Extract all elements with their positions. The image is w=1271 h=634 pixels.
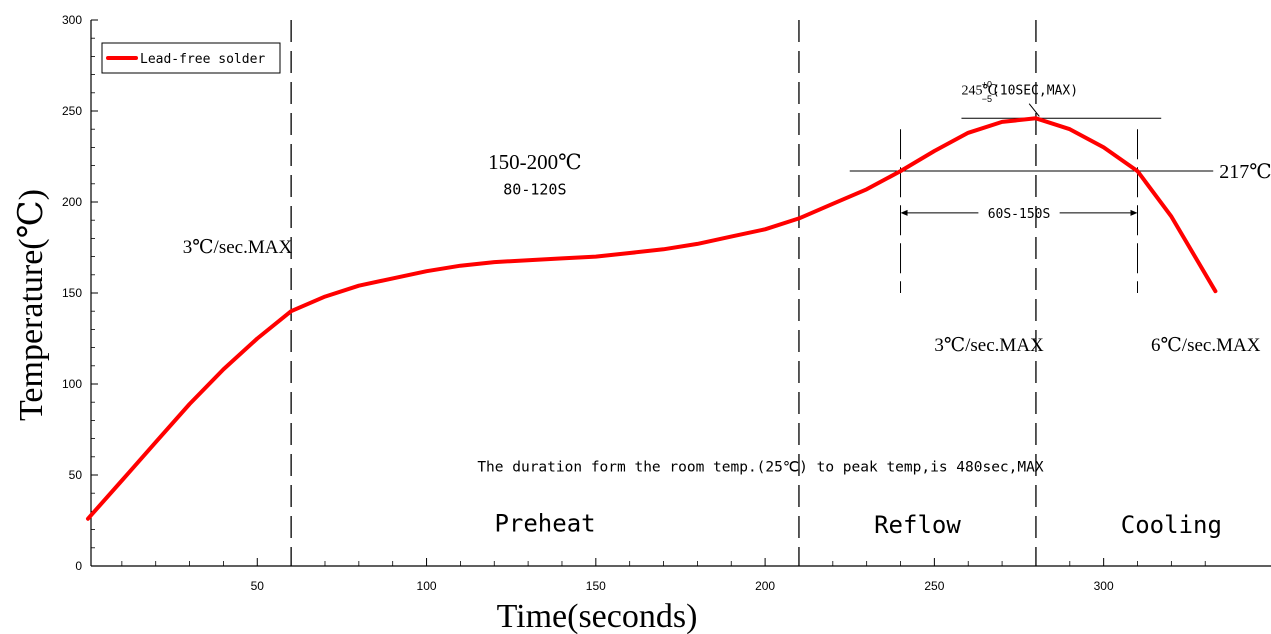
annotation-reflow-ramp: 3℃/sec.MAX: [934, 335, 1044, 356]
reference-lines: 217℃ 60S-150S: [849, 103, 1271, 293]
annotation-soak-temp: 150-200℃: [488, 150, 582, 174]
x-tick-label: 250: [924, 579, 944, 593]
reflow-window-arrowhead-right: [1130, 209, 1138, 216]
y-tick-label: 0: [75, 559, 82, 573]
x-tick-label: 100: [417, 579, 437, 593]
annotation-peak-sup: +0: [982, 79, 992, 89]
y-axis-label: Temperature(℃): [13, 189, 50, 421]
annotation-ramp-up: 3℃/sec.MAX: [183, 237, 293, 258]
x-tick-label: 50: [251, 579, 265, 593]
annotation-peak-tail: (10SEC,MAX): [992, 84, 1078, 99]
y-tick-label: 150: [62, 286, 82, 300]
annotation-peak-sub: −5: [982, 94, 992, 104]
annotation-soak-time: 80-120S: [503, 181, 566, 199]
x-axis-minor-ticks: [121, 561, 1206, 566]
peak-leader-line: [1028, 103, 1040, 117]
annotation-peak-main: 245℃: [961, 84, 998, 99]
x-tick-label: 200: [755, 579, 775, 593]
annotation-duration-note: The duration form the room temp.(25℃) to…: [477, 459, 1044, 475]
x-tick-label: 300: [1094, 579, 1114, 593]
phase-label-preheat: Preheat: [494, 509, 595, 537]
reflow-window-label: 60S-150S: [988, 207, 1051, 222]
y-tick-label: 250: [62, 104, 82, 118]
phase-divider-lines: [290, 20, 1037, 566]
legend: Lead-free solder: [101, 42, 281, 74]
legend-label: Lead-free solder: [140, 52, 265, 67]
series-line-lead-free-solder: [86, 116, 1218, 521]
annotations: Preheat Reflow Cooling 3℃/sec.MAX 150-200℃ 80…: [183, 79, 1261, 539]
annotation-cooling-rate: 6℃/sec.MAX: [1151, 335, 1261, 356]
x-tick-label: 150: [586, 579, 606, 593]
phase-label-reflow: Reflow: [874, 511, 961, 539]
y-tick-label: 300: [62, 13, 82, 27]
x-axis-ticks: 50 100 150 200 250 300: [251, 558, 1114, 593]
threshold-label: 217℃: [1219, 161, 1271, 183]
phase-label-cooling: Cooling: [1121, 511, 1222, 539]
y-tick-label: 200: [62, 195, 82, 209]
y-tick-label: 50: [69, 468, 83, 482]
reflow-window-arrowhead-left: [900, 209, 908, 216]
y-axis-ticks: 0 50 100 150 200 250 300: [62, 13, 98, 573]
y-tick-label: 100: [62, 377, 82, 391]
x-axis-label: Time(seconds): [497, 598, 698, 634]
